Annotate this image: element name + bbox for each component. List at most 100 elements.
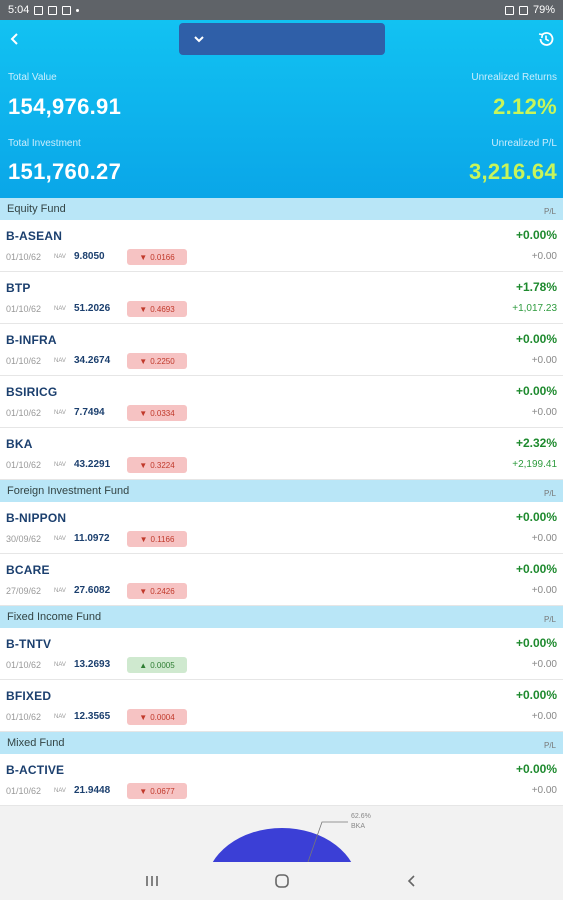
- total-investment-value: 151,760.27: [8, 159, 122, 184]
- nav-change-badge: ▼ 0.2426: [127, 583, 187, 599]
- profit-loss: +0.00: [531, 355, 557, 366]
- history-icon: [538, 32, 554, 46]
- return-percent: +0.00%: [515, 510, 557, 524]
- profit-loss: +0.00: [531, 659, 557, 670]
- recent-apps-icon: [145, 876, 158, 886]
- fund-name: BCARE: [6, 563, 50, 577]
- return-percent: +0.00%: [515, 562, 557, 576]
- nav-value: 51.2026: [74, 303, 111, 314]
- nav-change-value: 0.0166: [150, 252, 175, 262]
- profit-loss: +0.00: [531, 785, 557, 796]
- section-pl-label: P/L: [543, 488, 556, 498]
- nav-label: NAV: [54, 358, 66, 364]
- triangle-down-icon: ▼: [139, 408, 148, 418]
- nav-date: 01/10/62: [6, 460, 42, 470]
- allocation-pie: 62.6% BKA: [212, 813, 371, 862]
- portfolio-selector-dropdown[interactable]: [179, 23, 385, 55]
- fund-row-b-infra[interactable]: B-INFRA 01/10/62 NAV 34.2674 ▼ 0.2250 +0.…: [0, 324, 563, 376]
- nav-value: 13.2693: [74, 659, 111, 670]
- fund-row-bcare[interactable]: BCARE 27/09/62 NAV 27.6082 ▼ 0.2426 +0.00…: [0, 554, 563, 606]
- fund-name: BSIRICG: [6, 385, 58, 399]
- profit-loss: +1,017.23: [512, 303, 557, 314]
- nav-label: NAV: [54, 306, 66, 312]
- triangle-down-icon: ▼: [139, 460, 148, 470]
- fund-row-btp[interactable]: BTP 01/10/62 NAV 51.2026 ▼ 0.4693 +1.78% …: [0, 272, 563, 324]
- fund-row-bfixed[interactable]: BFIXED 01/10/62 NAV 12.3565 ▼ 0.0004 +0.0…: [0, 680, 563, 732]
- section-pl-label: P/L: [543, 206, 556, 216]
- nav-change-value: 0.0004: [150, 712, 175, 722]
- nav-value: 12.3565: [74, 711, 111, 722]
- recent-apps-button[interactable]: [137, 869, 167, 893]
- return-percent: +0.00%: [515, 332, 557, 346]
- nav-change-value: 0.0677: [150, 786, 175, 796]
- home-icon: [274, 874, 289, 888]
- return-percent: +0.00%: [515, 636, 557, 650]
- slice-percent-label: 62.6%: [351, 813, 371, 820]
- nav-date: 01/10/62: [6, 712, 42, 722]
- nav-change-badge: ▼ 0.0004: [127, 709, 187, 725]
- triangle-down-icon: ▼: [139, 304, 148, 314]
- nav-value: 27.6082: [74, 585, 111, 596]
- system-back-button[interactable]: [397, 869, 427, 893]
- slice-leader-line: [307, 821, 348, 862]
- fund-row-b-asean[interactable]: B-ASEAN 01/10/62 NAV 9.8050 ▼ 0.0166 +0.0…: [0, 220, 563, 272]
- nav-change-badge: ▼ 0.2250: [127, 353, 187, 369]
- section-pl-label: P/L: [543, 740, 556, 750]
- triangle-down-icon: ▼: [139, 356, 148, 366]
- nav-change-badge: ▼ 0.3224: [127, 457, 187, 473]
- fund-row-bka[interactable]: BKA 01/10/62 NAV 43.2291 ▼ 0.3224 +2.32% …: [0, 428, 563, 480]
- profit-loss: +0.00: [531, 251, 557, 262]
- nav-label: NAV: [54, 714, 66, 720]
- mute-icon: [504, 5, 514, 15]
- nav-label: NAV: [54, 462, 66, 468]
- profit-loss: +0.00: [531, 533, 557, 544]
- section-title: Mixed Fund: [7, 737, 65, 749]
- nav-change-value: 0.0005: [150, 660, 175, 670]
- nav-label: NAV: [54, 788, 66, 794]
- return-percent: +2.32%: [515, 436, 557, 450]
- nav-date: 01/10/62: [6, 408, 42, 418]
- total-investment-label: Total Investment: [8, 138, 81, 149]
- profit-loss: +0.00: [531, 711, 557, 722]
- nav-change-value: 0.3224: [150, 460, 175, 470]
- back-button[interactable]: [4, 28, 26, 50]
- allocation-chart[interactable]: 62.6% BKA: [0, 806, 563, 862]
- nav-date: 27/09/62: [6, 586, 42, 596]
- nav-change-badge: ▲ 0.0005: [127, 657, 187, 673]
- nav-date: 01/10/62: [6, 252, 42, 262]
- unrealized-returns-value: 2.12%: [493, 94, 557, 119]
- nav-change-badge: ▼ 0.0334: [127, 405, 187, 421]
- fund-row-b-tntv[interactable]: B-TNTV 01/10/62 NAV 13.2693 ▲ 0.0005 +0.0…: [0, 628, 563, 680]
- section-title: Equity Fund: [7, 203, 66, 215]
- return-percent: +0.00%: [515, 688, 557, 702]
- unrealized-pl-value: 3,216.64: [468, 159, 557, 184]
- history-button[interactable]: [535, 28, 557, 50]
- total-value: 154,976.91: [8, 94, 122, 119]
- home-button[interactable]: [267, 869, 297, 893]
- fund-name: BKA: [6, 437, 33, 451]
- fund-row-bsiricg[interactable]: BSIRICG 01/10/62 NAV 7.7494 ▼ 0.0334 +0.0…: [0, 376, 563, 428]
- pie-slice-bka: [212, 828, 352, 862]
- portfolio-header: Total Value 154,976.91 Unrealized Return…: [0, 20, 563, 198]
- app-toolbar: [0, 20, 563, 62]
- fund-name: BTP: [6, 281, 31, 295]
- signal-icon: [518, 5, 528, 15]
- back-arrow-icon: [407, 875, 415, 887]
- nav-date: 01/10/62: [6, 660, 42, 670]
- nav-value: 43.2291: [74, 459, 111, 470]
- nav-label: NAV: [54, 536, 66, 542]
- triangle-down-icon: ▼: [139, 786, 148, 796]
- battery-level: 79%: [532, 4, 555, 16]
- nav-value: 34.2674: [74, 355, 111, 366]
- nav-date: 01/10/62: [6, 356, 42, 366]
- nav-value: 21.9448: [74, 785, 111, 796]
- fund-row-b-active[interactable]: B-ACTIVE 01/10/62 NAV 21.9448 ▼ 0.0677 +0…: [0, 754, 563, 806]
- section-header-fixed-income: Fixed Income Fund P/L: [0, 606, 563, 628]
- gallery-icon: [34, 5, 44, 15]
- triangle-down-icon: ▼: [139, 586, 148, 596]
- nav-change-value: 0.4693: [150, 304, 175, 314]
- section-title: Fixed Income Fund: [7, 611, 102, 623]
- fund-name: B-INFRA: [6, 333, 57, 347]
- fund-row-b-nippon[interactable]: B-NIPPON 30/09/62 NAV 11.0972 ▼ 0.1166 +0…: [0, 502, 563, 554]
- nav-value: 9.8050: [74, 251, 105, 262]
